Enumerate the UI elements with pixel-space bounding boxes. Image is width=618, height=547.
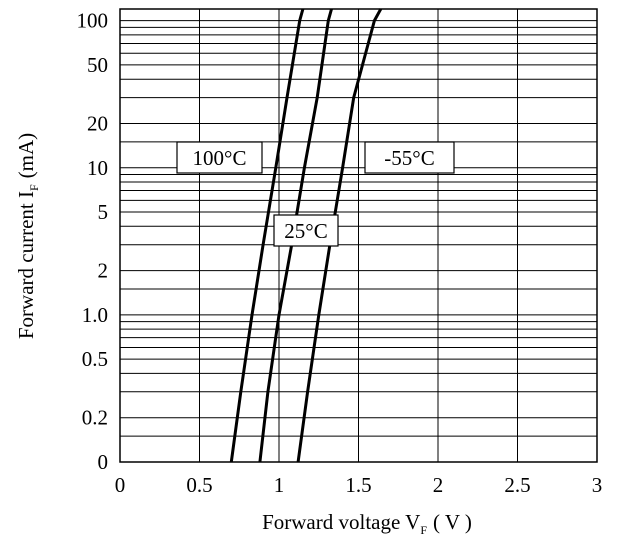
- series-label-text: -55°C: [384, 146, 434, 170]
- y-tick-label: 2: [98, 259, 109, 283]
- x-tick-label: 2: [433, 473, 444, 497]
- series-label-box: [273, 214, 339, 247]
- series-line: [258, 8, 333, 463]
- series-label-text: 25°C: [284, 219, 327, 243]
- series-line: [229, 8, 305, 463]
- series-label-box: [176, 141, 263, 174]
- series-lines: [229, 8, 383, 463]
- y-tick-label: 0.5: [82, 347, 108, 371]
- x-tick-label: 0: [115, 473, 126, 497]
- series-label-box: [364, 141, 455, 174]
- y-tick-label: 50: [87, 53, 108, 77]
- y-tick-label: 5: [98, 200, 109, 224]
- series-labels: 100°C 25°C -55°C: [176, 141, 455, 247]
- series-label: -55°C: [364, 141, 455, 174]
- series-label-text: 100°C: [193, 146, 247, 170]
- y-axis-ticks: 0 0.2 0.5 1.0 2 5 10 20 50 100: [77, 9, 109, 474]
- y-tick-label: 0.2: [82, 406, 108, 430]
- x-tick-label: 1.5: [345, 473, 371, 497]
- series-line: [296, 8, 383, 463]
- x-tick-label: 1: [274, 473, 285, 497]
- x-tick-label: 2.5: [504, 473, 530, 497]
- y-tick-label: 100: [77, 9, 109, 33]
- y-tick-label: 1.0: [82, 303, 108, 327]
- series-label: 100°C: [176, 141, 263, 174]
- x-axis-ticks: 0 0.5 1 1.5 2 2.5 3: [115, 473, 603, 497]
- y-tick-label: 20: [87, 111, 108, 135]
- plot-frame: [119, 8, 598, 463]
- y-axis-title: Forward current IF(mA): [14, 133, 41, 339]
- x-axis-title: Forward voltage VF( V ): [262, 510, 472, 537]
- y-tick-label: 10: [87, 156, 108, 180]
- x-tick-label: 0.5: [186, 473, 212, 497]
- y-tick-label: 0: [98, 450, 109, 474]
- series-label: 25°C: [273, 214, 339, 247]
- x-tick-label: 3: [592, 473, 603, 497]
